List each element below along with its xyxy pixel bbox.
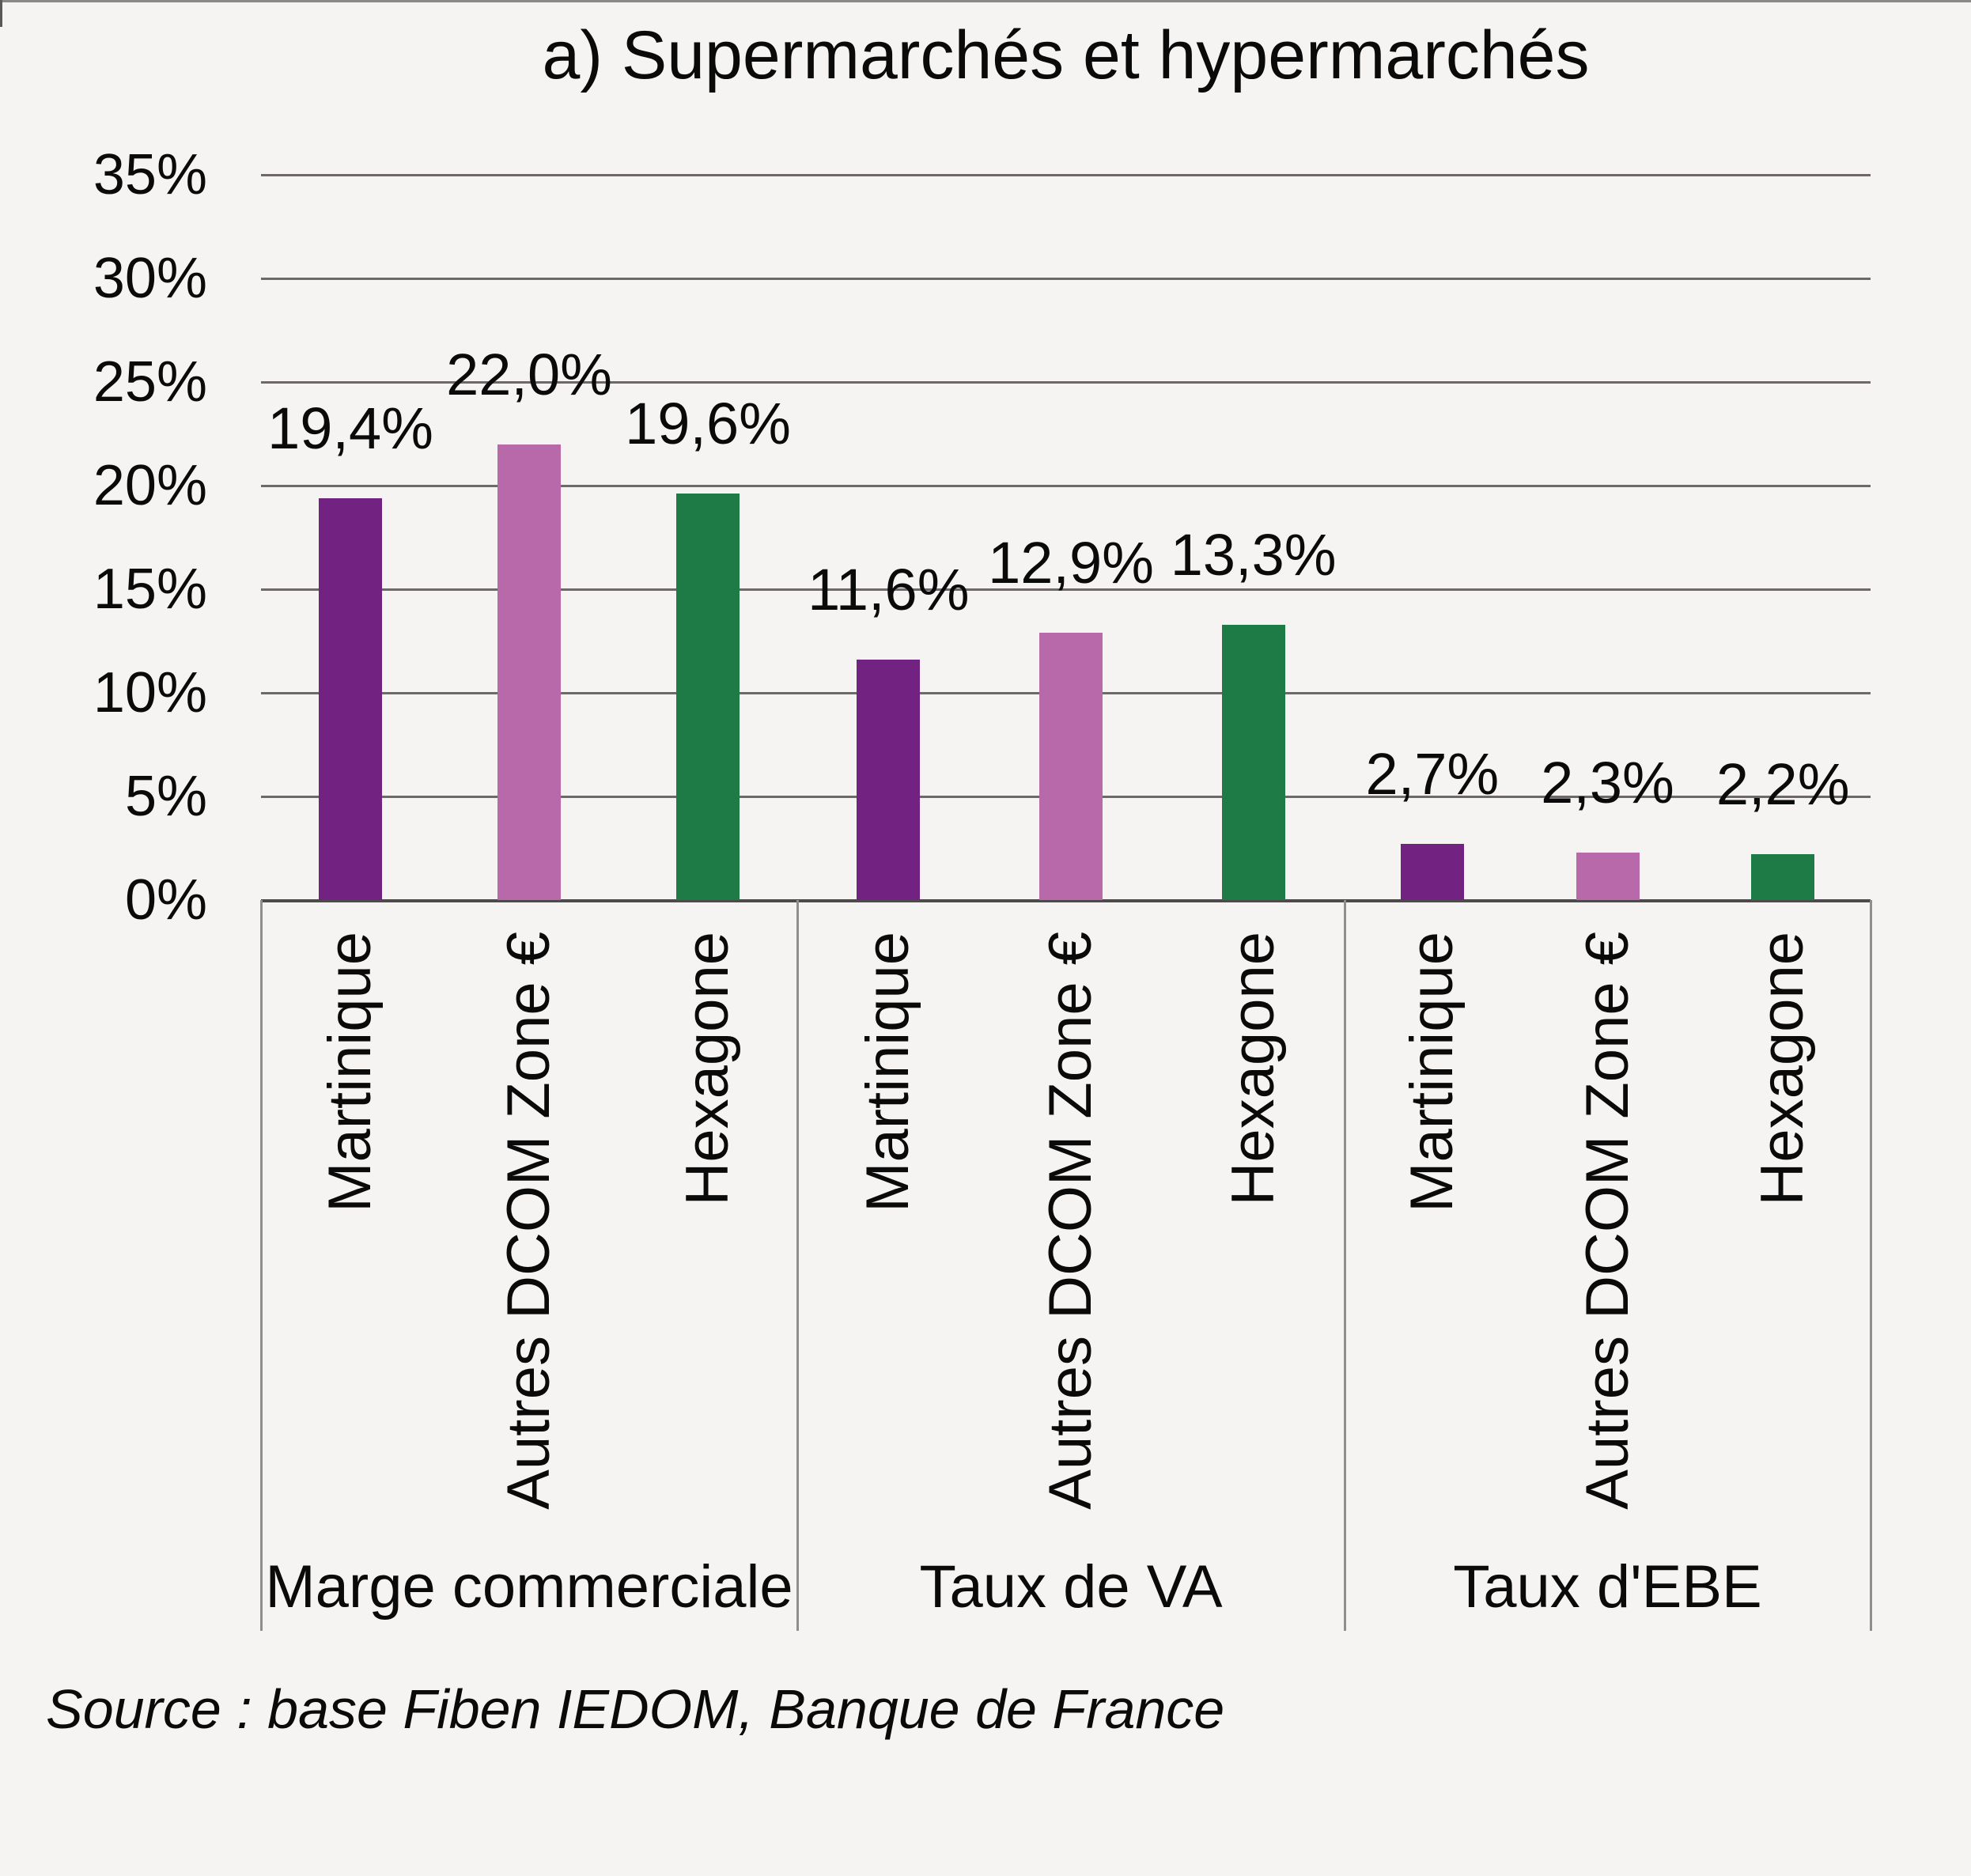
category-label-autres-dcom-zone-taux-d-ebe: Autres DCOM Zone € <box>1573 932 1641 1510</box>
label-box-left-edge <box>259 900 263 1631</box>
gridline-25 <box>261 380 1871 384</box>
group-label-taux-de-va: Taux de VA <box>919 1553 1223 1621</box>
y-axis-label-20: 20% <box>93 454 207 517</box>
bar-hexagone-taux-de-va <box>1221 624 1285 900</box>
category-label-martinique-marge-commerciale: Martinique <box>316 932 384 1212</box>
scan-edge-top <box>0 0 1971 2</box>
value-label-martinique-marge-commerciale: 19,4% <box>267 395 433 461</box>
gridline-20 <box>261 484 1871 487</box>
scan-edge-left <box>0 0 2 27</box>
group-separator-1 <box>796 900 799 1631</box>
value-label-autres-dcom-zone-taux-de-va: 12,9% <box>988 530 1154 596</box>
value-label-autres-dcom-zone-taux-d-ebe: 2,3% <box>1541 749 1674 815</box>
value-label-autres-dcom-zone-marge-commerciale: 22,0% <box>446 341 612 407</box>
y-axis-label-25: 25% <box>93 350 207 414</box>
group-separator-2 <box>1343 900 1346 1631</box>
bar-autres-dcom-zone-taux-d-ebe <box>1576 852 1640 900</box>
bar-hexagone-marge-commerciale <box>676 494 740 900</box>
gridline-35 <box>261 173 1871 176</box>
category-label-martinique-taux-de-va: Martinique <box>854 932 922 1212</box>
category-label-hexagone-taux-d-ebe: Hexagone <box>1749 932 1817 1206</box>
group-label-marge-commerciale: Marge commerciale <box>265 1553 793 1621</box>
bar-martinique-taux-d-ebe <box>1400 844 1464 900</box>
category-label-autres-dcom-zone-marge-commerciale: Autres DCOM Zone € <box>495 932 562 1510</box>
y-axis-label-5: 5% <box>124 765 207 828</box>
y-axis-label-30: 30% <box>93 247 207 310</box>
value-label-martinique-taux-d-ebe: 2,7% <box>1365 741 1500 808</box>
axis-baseline <box>261 898 1871 902</box>
category-label-martinique-taux-d-ebe: Martinique <box>1398 932 1466 1212</box>
category-label-hexagone-taux-de-va: Hexagone <box>1219 932 1287 1206</box>
label-box-right-edge <box>1869 900 1872 1631</box>
value-label-hexagone-marge-commerciale: 19,6% <box>625 391 791 457</box>
source-note: Source : base Fiben IEDOM, Banque de Fra… <box>46 1678 1225 1740</box>
y-axis-label-10: 10% <box>93 661 207 724</box>
bar-martinique-marge-commerciale <box>319 497 382 900</box>
bar-martinique-taux-de-va <box>857 660 921 900</box>
bar-hexagone-taux-d-ebe <box>1751 854 1815 900</box>
group-label-taux-d-ebe: Taux d'EBE <box>1453 1553 1762 1621</box>
bar-autres-dcom-zone-taux-de-va <box>1039 633 1103 900</box>
category-label-autres-dcom-zone-taux-de-va: Autres DCOM Zone € <box>1037 932 1104 1510</box>
gridline-30 <box>261 277 1871 280</box>
category-label-hexagone-marge-commerciale: Hexagone <box>674 932 741 1206</box>
gridline-15 <box>261 588 1871 591</box>
y-axis-label-15: 15% <box>93 558 207 621</box>
value-label-hexagone-taux-de-va: 13,3% <box>1170 521 1337 588</box>
bar-autres-dcom-zone-marge-commerciale <box>497 444 561 900</box>
y-axis-label-0: 0% <box>124 868 207 932</box>
y-axis-label-35: 35% <box>93 143 207 206</box>
value-label-martinique-taux-de-va: 11,6% <box>808 557 970 623</box>
chart-title: a) Supermarchés et hypermarchés <box>542 17 1590 93</box>
value-label-hexagone-taux-d-ebe: 2,2% <box>1716 751 1850 818</box>
